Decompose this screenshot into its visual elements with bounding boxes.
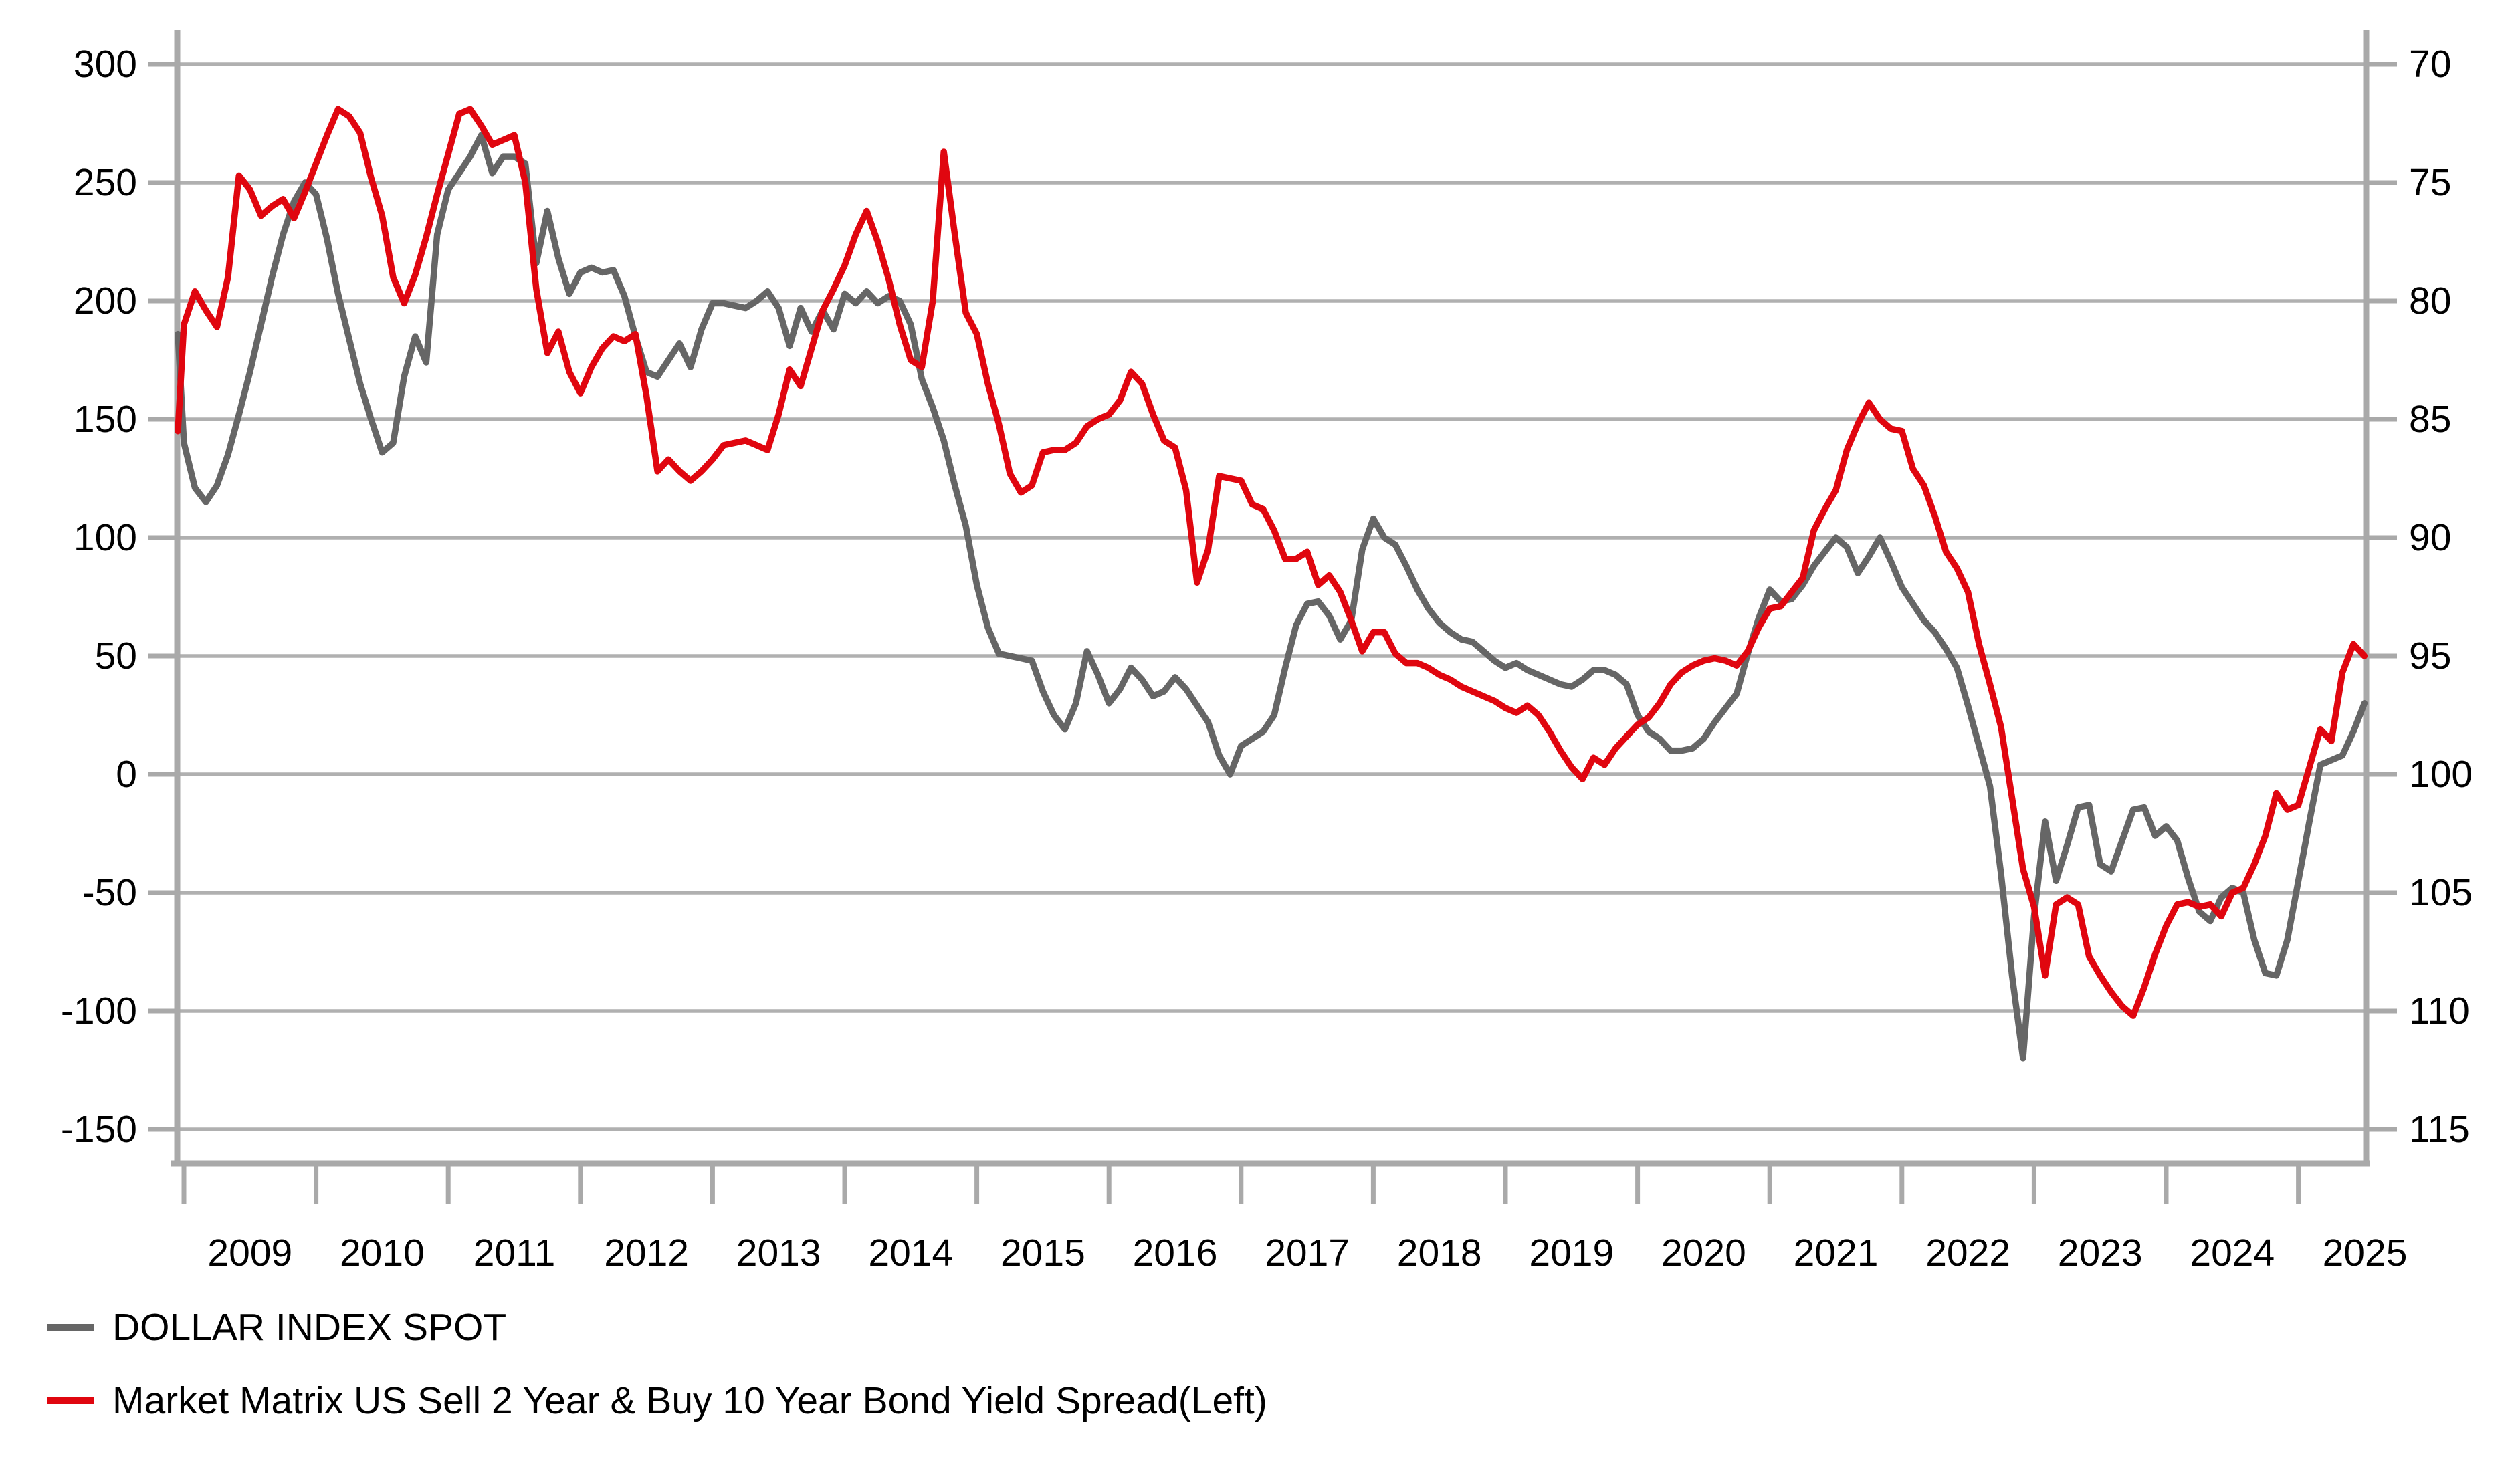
x-axis-label-2020: 2020: [1661, 1232, 1746, 1274]
x-axis-label-2025: 2025: [2323, 1232, 2408, 1274]
x-axis-label-2013: 2013: [736, 1232, 821, 1274]
right-axis-label-90: 90: [2409, 516, 2451, 559]
left-axis-label-0: 0: [116, 753, 137, 796]
right-axis-label-95: 95: [2409, 635, 2451, 677]
x-axis-label-2022: 2022: [1925, 1232, 2010, 1274]
legend-item-dollar-index: DOLLAR INDEX SPOT: [47, 1305, 506, 1349]
left-axis-label-50: 50: [95, 635, 137, 677]
x-axis-label-2017: 2017: [1265, 1232, 1350, 1274]
right-axis-label-100: 100: [2409, 753, 2473, 796]
x-axis-label-2016: 2016: [1133, 1232, 1218, 1274]
x-axis-label-2014: 2014: [868, 1232, 953, 1274]
legend-swatch-gray: [47, 1324, 94, 1331]
x-axis-label-2023: 2023: [2058, 1232, 2143, 1274]
x-axis-label-2019: 2019: [1529, 1232, 1614, 1274]
left-axis-label-100: 100: [74, 516, 137, 559]
legend-label-dollar-index: DOLLAR INDEX SPOT: [112, 1306, 507, 1349]
axis-labels: 300 70 250 75 200 80 150 85 100 90 50 95 0 100 -50 105 -…: [61, 43, 2473, 1274]
x-axis-label-2011: 2011: [474, 1232, 556, 1274]
x-axis-label-2021: 2021: [1794, 1232, 1879, 1274]
series-lines: [175, 106, 2368, 1062]
x-axis-label-2012: 2012: [604, 1232, 689, 1274]
legend-label-spread: Market Matrix US Sell 2 Year & Buy 10 Ye…: [112, 1379, 1267, 1422]
right-axis-label-70: 70: [2409, 43, 2451, 86]
x-axis-label-2015: 2015: [1001, 1232, 1085, 1274]
axis-ticks: [148, 62, 2397, 1204]
left-axis-label-300: 300: [74, 43, 137, 86]
x-axis-label-2010: 2010: [340, 1232, 425, 1274]
left-axis-label--50: -50: [82, 871, 137, 914]
right-axis-label-75: 75: [2409, 161, 2451, 204]
left-axis-label--150: -150: [61, 1108, 137, 1151]
series-line-dollar_index_spot: [175, 132, 2368, 1062]
right-axis-label-105: 105: [2409, 871, 2473, 914]
right-axis-label-85: 85: [2409, 398, 2451, 441]
left-axis-label-250: 250: [74, 161, 137, 204]
left-axis-label-150: 150: [74, 398, 137, 441]
x-axis-label-2018: 2018: [1397, 1232, 1482, 1274]
axis-spines: [171, 30, 2370, 1167]
series-line-spread_2s10s: [175, 106, 2368, 1019]
x-axis-label-2009: 2009: [207, 1232, 292, 1274]
left-axis-label--100: -100: [61, 990, 137, 1032]
right-axis-label-115: 115: [2409, 1108, 2470, 1151]
left-axis-label-200: 200: [74, 279, 137, 322]
legend-swatch-red: [47, 1397, 94, 1404]
right-axis-label-80: 80: [2409, 279, 2451, 322]
x-axis-label-2024: 2024: [2190, 1232, 2275, 1274]
legend-item-spread: Market Matrix US Sell 2 Year & Buy 10 Ye…: [47, 1379, 1267, 1423]
gridlines: [177, 62, 2366, 1131]
right-axis-label-110: 110: [2409, 990, 2470, 1032]
